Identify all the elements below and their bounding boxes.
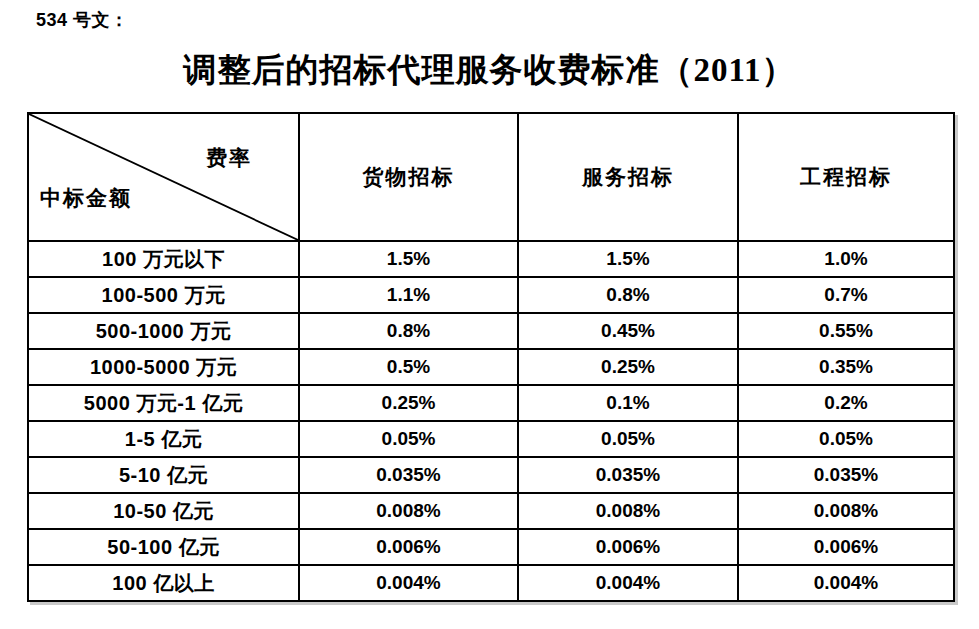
rate-value: 0.035%	[738, 457, 954, 493]
table-row: 500-1000 万元 0.8% 0.45% 0.55%	[28, 313, 954, 349]
column-header-goods: 货物招标	[299, 113, 518, 241]
fee-rate-table: 费率 中标金额 货物招标 服务招标 工程招标 100 万元以下 1.5% 1.5…	[27, 112, 955, 602]
document-page: 534 号文： 调整后的招标代理服务收费标准（2011） 费率 中标金额 货物招…	[0, 0, 979, 629]
table-row: 1-5 亿元 0.05% 0.05% 0.05%	[28, 421, 954, 457]
rate-value: 0.004%	[299, 565, 518, 601]
rate-value: 0.7%	[738, 277, 954, 313]
doc-reference: 534 号文：	[36, 8, 129, 32]
table-row: 50-100 亿元 0.006% 0.006% 0.006%	[28, 529, 954, 565]
amount-range-label: 1-5 亿元	[28, 421, 299, 457]
column-header-services: 服务招标	[518, 113, 738, 241]
rate-value: 0.1%	[518, 385, 738, 421]
diagonal-divider	[29, 114, 298, 240]
amount-range-label: 5-10 亿元	[28, 457, 299, 493]
table-row: 100 亿以上 0.004% 0.004% 0.004%	[28, 565, 954, 601]
rate-value: 0.008%	[738, 493, 954, 529]
corner-label-rate: 费率	[206, 144, 252, 172]
table-row: 5-10 亿元 0.035% 0.035% 0.035%	[28, 457, 954, 493]
rate-value: 0.2%	[738, 385, 954, 421]
rate-value: 0.035%	[299, 457, 518, 493]
rate-value: 1.5%	[299, 241, 518, 277]
table-header-row: 费率 中标金额 货物招标 服务招标 工程招标	[28, 113, 954, 241]
rate-value: 0.05%	[518, 421, 738, 457]
rate-value: 0.004%	[738, 565, 954, 601]
rate-value: 0.006%	[518, 529, 738, 565]
corner-label-amount: 中标金额	[40, 184, 132, 212]
amount-range-label: 50-100 亿元	[28, 529, 299, 565]
rate-value: 0.55%	[738, 313, 954, 349]
table-row: 100 万元以下 1.5% 1.5% 1.0%	[28, 241, 954, 277]
table-row: 10-50 亿元 0.008% 0.008% 0.008%	[28, 493, 954, 529]
amount-range-label: 500-1000 万元	[28, 313, 299, 349]
rate-value: 0.006%	[299, 529, 518, 565]
table-row: 100-500 万元 1.1% 0.8% 0.7%	[28, 277, 954, 313]
amount-range-label: 10-50 亿元	[28, 493, 299, 529]
amount-range-label: 100 万元以下	[28, 241, 299, 277]
rate-value: 0.008%	[299, 493, 518, 529]
rate-value: 1.1%	[299, 277, 518, 313]
rate-value: 0.004%	[518, 565, 738, 601]
amount-range-label: 100 亿以上	[28, 565, 299, 601]
rate-value: 1.0%	[738, 241, 954, 277]
column-header-engineering: 工程招标	[738, 113, 954, 241]
rate-value: 0.45%	[518, 313, 738, 349]
rate-value: 0.05%	[738, 421, 954, 457]
table-row: 5000 万元-1 亿元 0.25% 0.1% 0.2%	[28, 385, 954, 421]
rate-value: 0.05%	[299, 421, 518, 457]
rate-value: 1.5%	[518, 241, 738, 277]
rate-value: 0.25%	[299, 385, 518, 421]
amount-range-label: 5000 万元-1 亿元	[28, 385, 299, 421]
table-row: 1000-5000 万元 0.5% 0.25% 0.35%	[28, 349, 954, 385]
rate-value: 0.006%	[738, 529, 954, 565]
corner-cell: 费率 中标金额	[28, 113, 299, 241]
rate-value: 0.5%	[299, 349, 518, 385]
amount-range-label: 1000-5000 万元	[28, 349, 299, 385]
rate-value: 0.25%	[518, 349, 738, 385]
rate-value: 0.035%	[518, 457, 738, 493]
rate-value: 0.008%	[518, 493, 738, 529]
amount-range-label: 100-500 万元	[28, 277, 299, 313]
page-title: 调整后的招标代理服务收费标准（2011）	[0, 48, 979, 93]
rate-value: 0.8%	[518, 277, 738, 313]
rate-value: 0.8%	[299, 313, 518, 349]
rate-value: 0.35%	[738, 349, 954, 385]
